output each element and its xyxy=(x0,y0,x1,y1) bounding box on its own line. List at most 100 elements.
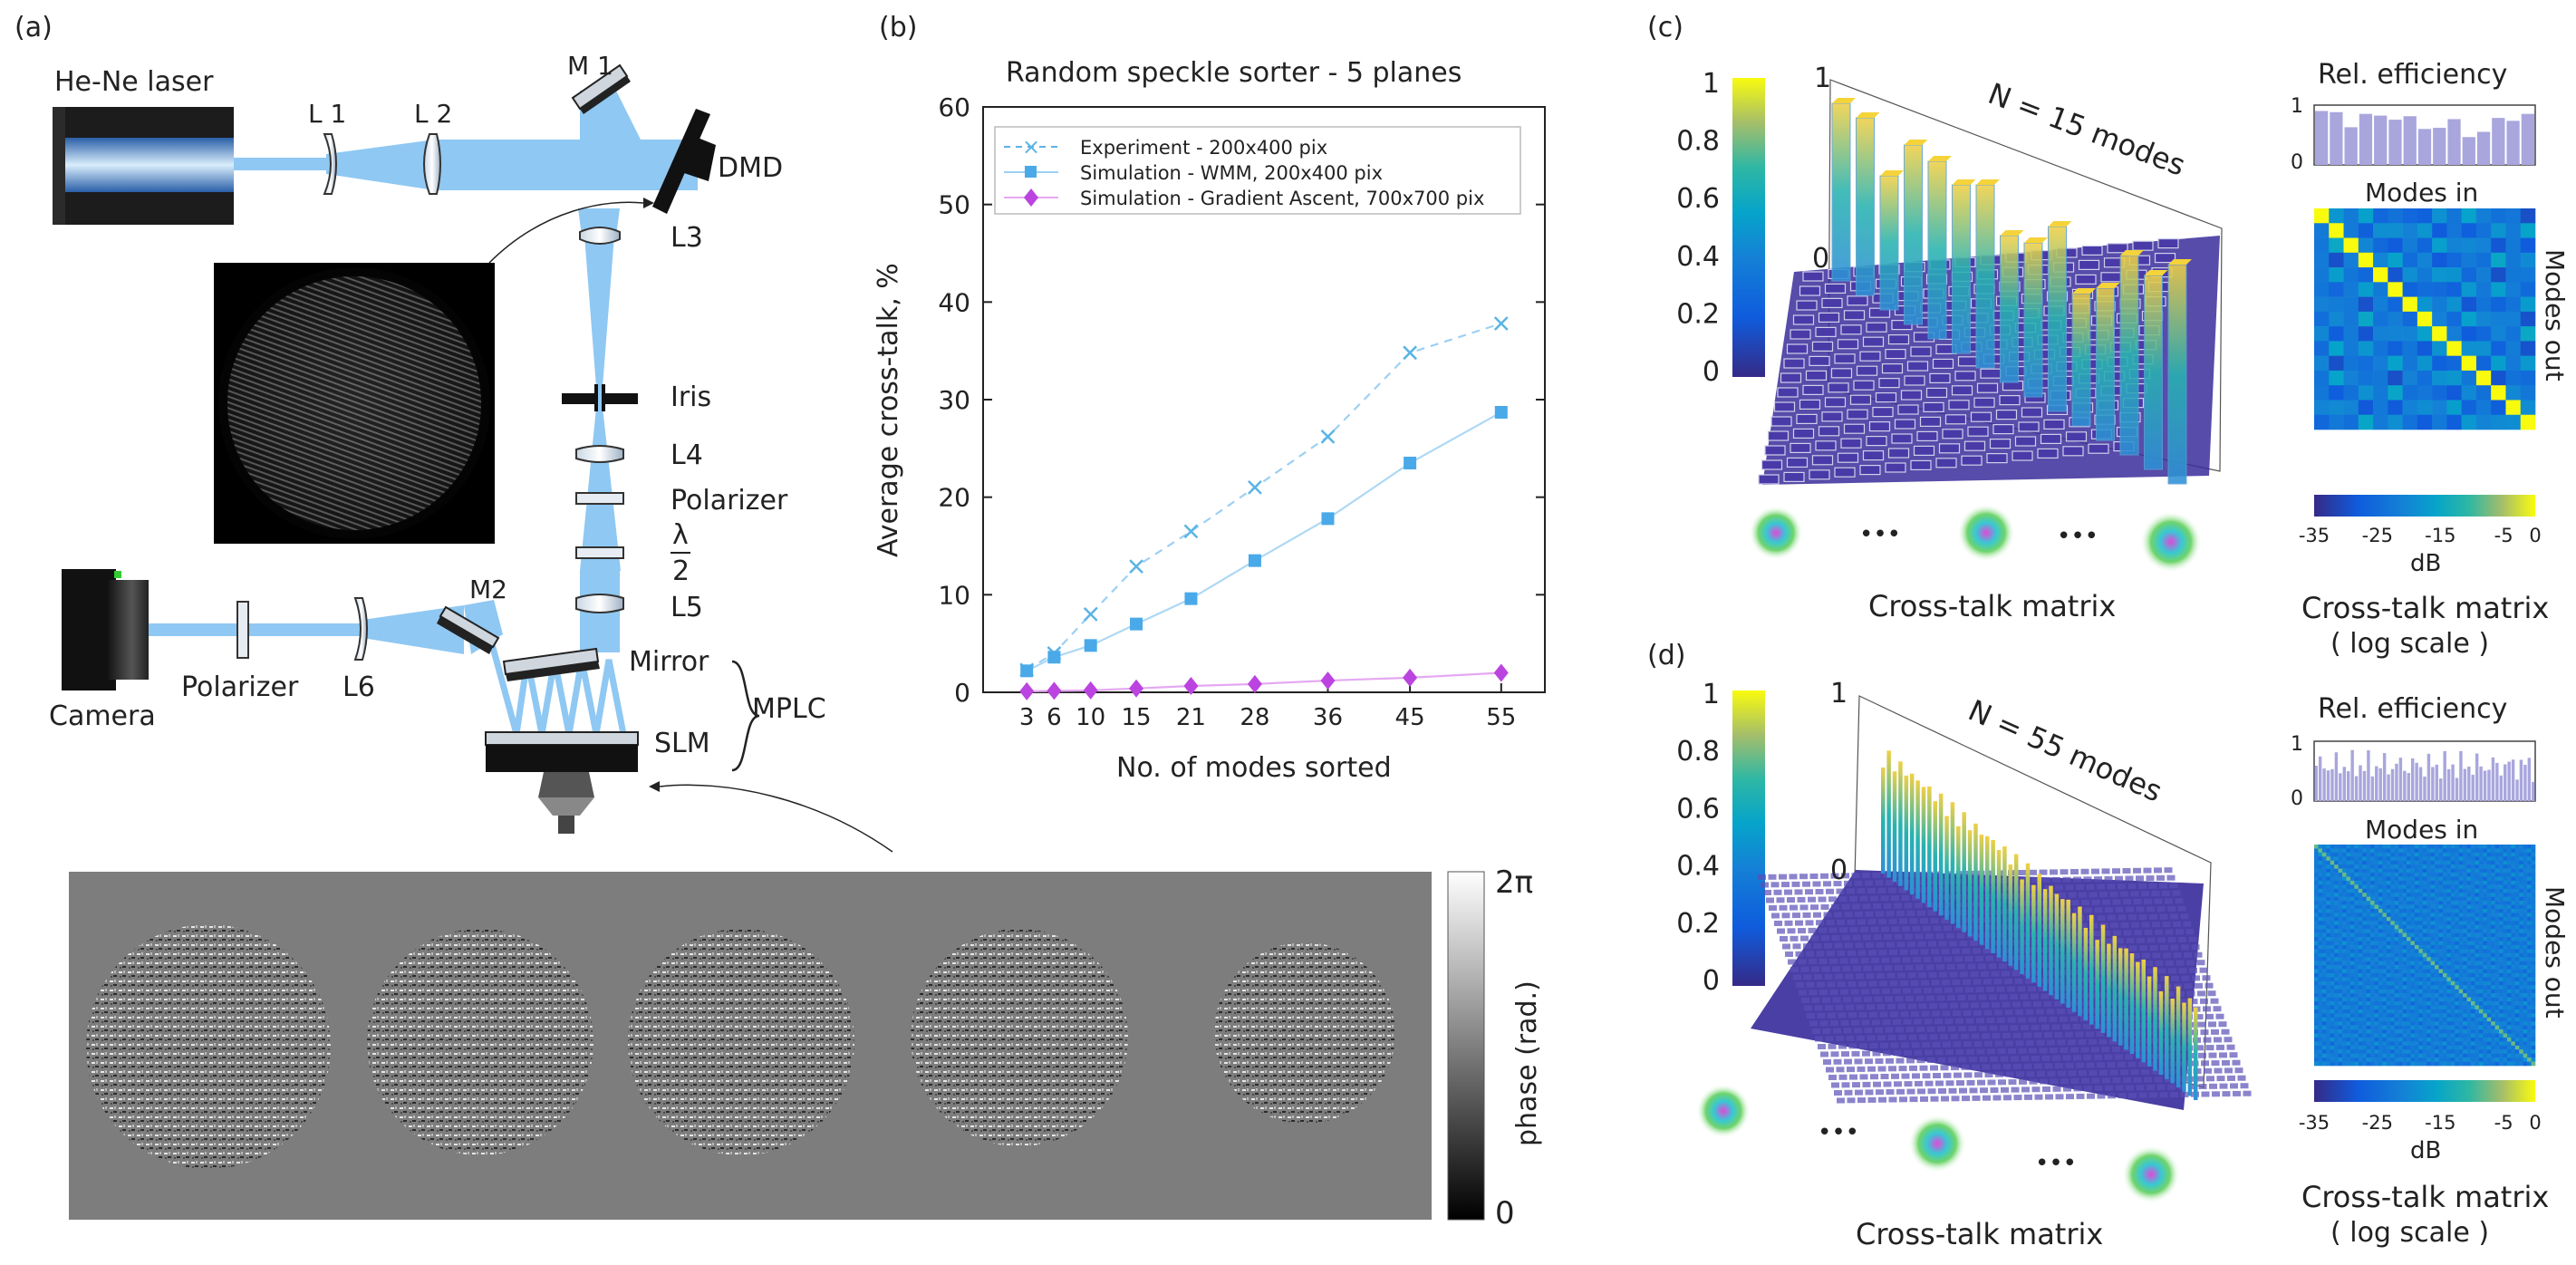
heatmap-cell xyxy=(2435,856,2439,862)
heatmap-cell xyxy=(2402,311,2418,327)
heatmap-cell xyxy=(2414,1049,2419,1054)
heatmap-cell xyxy=(2475,852,2480,857)
heatmap-cell xyxy=(2417,267,2433,283)
heatmap-cell xyxy=(2378,1005,2383,1010)
heatmap-cell xyxy=(2523,1017,2528,1022)
d-grid-cell xyxy=(1912,925,1921,932)
d-grid-cell xyxy=(2197,990,2205,997)
d-grid-cell xyxy=(2195,1076,2205,1082)
heatmap-cell xyxy=(2314,1017,2319,1022)
heatmap-cell xyxy=(2318,1025,2323,1030)
heatmap-cell xyxy=(2463,972,2467,978)
heatmap-cell xyxy=(2491,414,2506,430)
heatmap-cell xyxy=(2450,845,2455,849)
heatmap-cell xyxy=(2402,1005,2407,1010)
heatmap-cell xyxy=(2486,949,2492,954)
heatmap-cell xyxy=(2442,993,2447,998)
marker-square xyxy=(1020,664,1034,678)
heatmap-cell xyxy=(2342,1005,2347,1010)
heatmap-cell xyxy=(2398,944,2403,950)
d-grid-cell xyxy=(2113,961,2122,967)
d-grid-cell xyxy=(1973,948,1981,954)
d-grid-cell xyxy=(1978,994,1987,1000)
grid-cell xyxy=(1780,372,1802,383)
d-eff-bar xyxy=(2322,768,2326,801)
heatmap-cell xyxy=(2334,1045,2339,1050)
d-grid-cell xyxy=(1990,1087,1999,1093)
heatmap-cell xyxy=(2382,929,2388,933)
d-grid-cell xyxy=(2138,914,2147,920)
heatmap-cell xyxy=(2450,1021,2455,1026)
d-grid-cell xyxy=(1781,882,1790,888)
d-grid-cell xyxy=(2039,1048,2048,1054)
heatmap-cell xyxy=(2314,1045,2319,1050)
d-grid-cell xyxy=(1766,897,1774,903)
heatmap-cell xyxy=(2418,1009,2424,1014)
heatmap-cell xyxy=(2330,856,2335,862)
heatmap-cell xyxy=(2446,1049,2452,1054)
heatmap-cell xyxy=(2370,864,2375,869)
d-eff-bar xyxy=(2334,752,2339,801)
d-grid-cell xyxy=(1809,1020,1818,1027)
d-grid-cell xyxy=(2175,898,2184,904)
heatmap-cell xyxy=(2499,929,2504,933)
heatmap-cell xyxy=(2349,1061,2355,1067)
heatmap-cell xyxy=(2491,901,2495,905)
heatmap-cell xyxy=(2458,888,2464,893)
cb-tick-label: 0.2 xyxy=(1676,298,1720,330)
d-grid-cell xyxy=(2054,1000,2062,1007)
heatmap-cell xyxy=(2321,852,2327,857)
heatmap-cell xyxy=(2382,876,2388,882)
grid-cell xyxy=(2132,240,2154,251)
heatmap-cell xyxy=(2478,932,2484,938)
heatmap-cell xyxy=(2422,969,2427,974)
d-grid-cell xyxy=(2091,1047,2099,1053)
heatmap-cell xyxy=(2402,896,2407,902)
heatmap-cell xyxy=(2450,1013,2455,1019)
heatmap-cell xyxy=(2318,993,2323,998)
heatmap-cell xyxy=(2471,908,2475,913)
d-diagonal-bar xyxy=(2118,948,2123,1046)
heatmap-cell xyxy=(2458,1037,2464,1042)
heatmap-cell xyxy=(2402,880,2407,885)
heatmap-cell xyxy=(2342,893,2347,897)
grid-cell xyxy=(1799,399,1821,410)
heatmap-cell xyxy=(2442,957,2447,961)
heatmap-cell xyxy=(2466,884,2472,890)
heatmap-cell xyxy=(2346,1009,2351,1014)
heatmap-cell xyxy=(2407,937,2411,942)
grid-cell xyxy=(1783,471,1805,483)
mplc-zigzag xyxy=(486,633,627,735)
marker-x xyxy=(1129,559,1143,574)
heatmap-cell xyxy=(2478,856,2484,862)
heatmap-cell xyxy=(2519,921,2523,926)
heatmap-cell xyxy=(2478,1021,2484,1026)
heatmap-cell xyxy=(2343,267,2359,283)
heatmap-cell xyxy=(2314,852,2319,857)
heatmap-cell xyxy=(2414,980,2419,986)
grid-cell xyxy=(1980,368,2002,379)
d-grid-cell xyxy=(1782,943,1790,950)
d-grid-cell xyxy=(1916,1057,1925,1064)
d-grid-cell xyxy=(1916,879,1925,885)
heatmap-cell xyxy=(2499,977,2504,982)
heatmap-cell xyxy=(2446,860,2452,865)
heatmap-cell xyxy=(2410,944,2416,950)
heatmap-cell xyxy=(2318,949,2323,954)
heatmap-cell xyxy=(2446,1005,2452,1010)
heatmap-cell xyxy=(2354,1029,2359,1034)
heatmap-cell xyxy=(2527,972,2532,978)
heatmap-cell xyxy=(2378,1021,2383,1026)
heatmap-cell xyxy=(2442,1025,2447,1030)
heatmap-cell xyxy=(2458,1009,2464,1014)
d-grid-cell xyxy=(2123,1077,2131,1083)
d-grid-cell xyxy=(2029,869,2037,875)
heatmap-cell xyxy=(2494,980,2500,986)
heatmap-cell xyxy=(2414,993,2419,998)
heatmap-cell xyxy=(2374,896,2379,902)
heatmap-cell xyxy=(2435,1001,2439,1006)
d-diagonal-bar xyxy=(2165,976,2169,1079)
heatmap-cell xyxy=(2478,993,2484,998)
heatmap-cell xyxy=(2374,1005,2379,1010)
heatmap-cell xyxy=(2362,985,2367,990)
